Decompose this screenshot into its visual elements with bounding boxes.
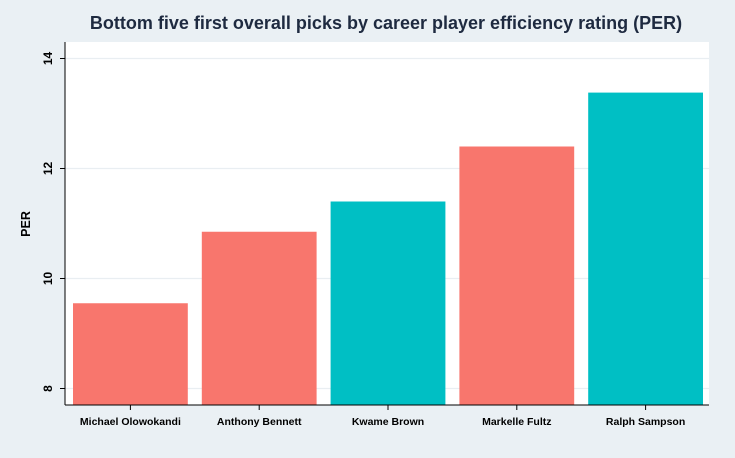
y-tick-label-1: 10 xyxy=(41,272,55,286)
x-tick-label-2: Kwame Brown xyxy=(352,416,424,428)
bar-michael-olowokandi xyxy=(73,303,188,405)
y-axis-label: PER xyxy=(19,211,33,237)
chart-title: Bottom five first overall picks by caree… xyxy=(90,13,682,33)
x-tick-label-1: Anthony Bennett xyxy=(217,416,302,428)
y-tick-label-2: 12 xyxy=(41,162,55,176)
y-axis-ticks: 8 10 12 14 xyxy=(41,52,65,392)
y-tick-label-3: 14 xyxy=(41,52,55,66)
bar-ralph-sampson xyxy=(588,92,703,405)
x-tick-label-3: Markelle Fultz xyxy=(482,416,551,428)
bars xyxy=(73,92,703,405)
bar-kwame-brown xyxy=(330,201,446,405)
x-tick-label-0: Michael Olowokandi xyxy=(80,416,181,428)
axes xyxy=(64,42,709,406)
y-tick-label-0: 8 xyxy=(41,385,55,392)
bar-markelle-fultz xyxy=(459,146,575,405)
bar-anthony-bennett xyxy=(201,231,317,405)
x-tick-label-4: Ralph Sampson xyxy=(606,416,685,428)
x-axis-ticks: Michael Olowokandi Anthony Bennett Kwame B… xyxy=(80,405,685,428)
